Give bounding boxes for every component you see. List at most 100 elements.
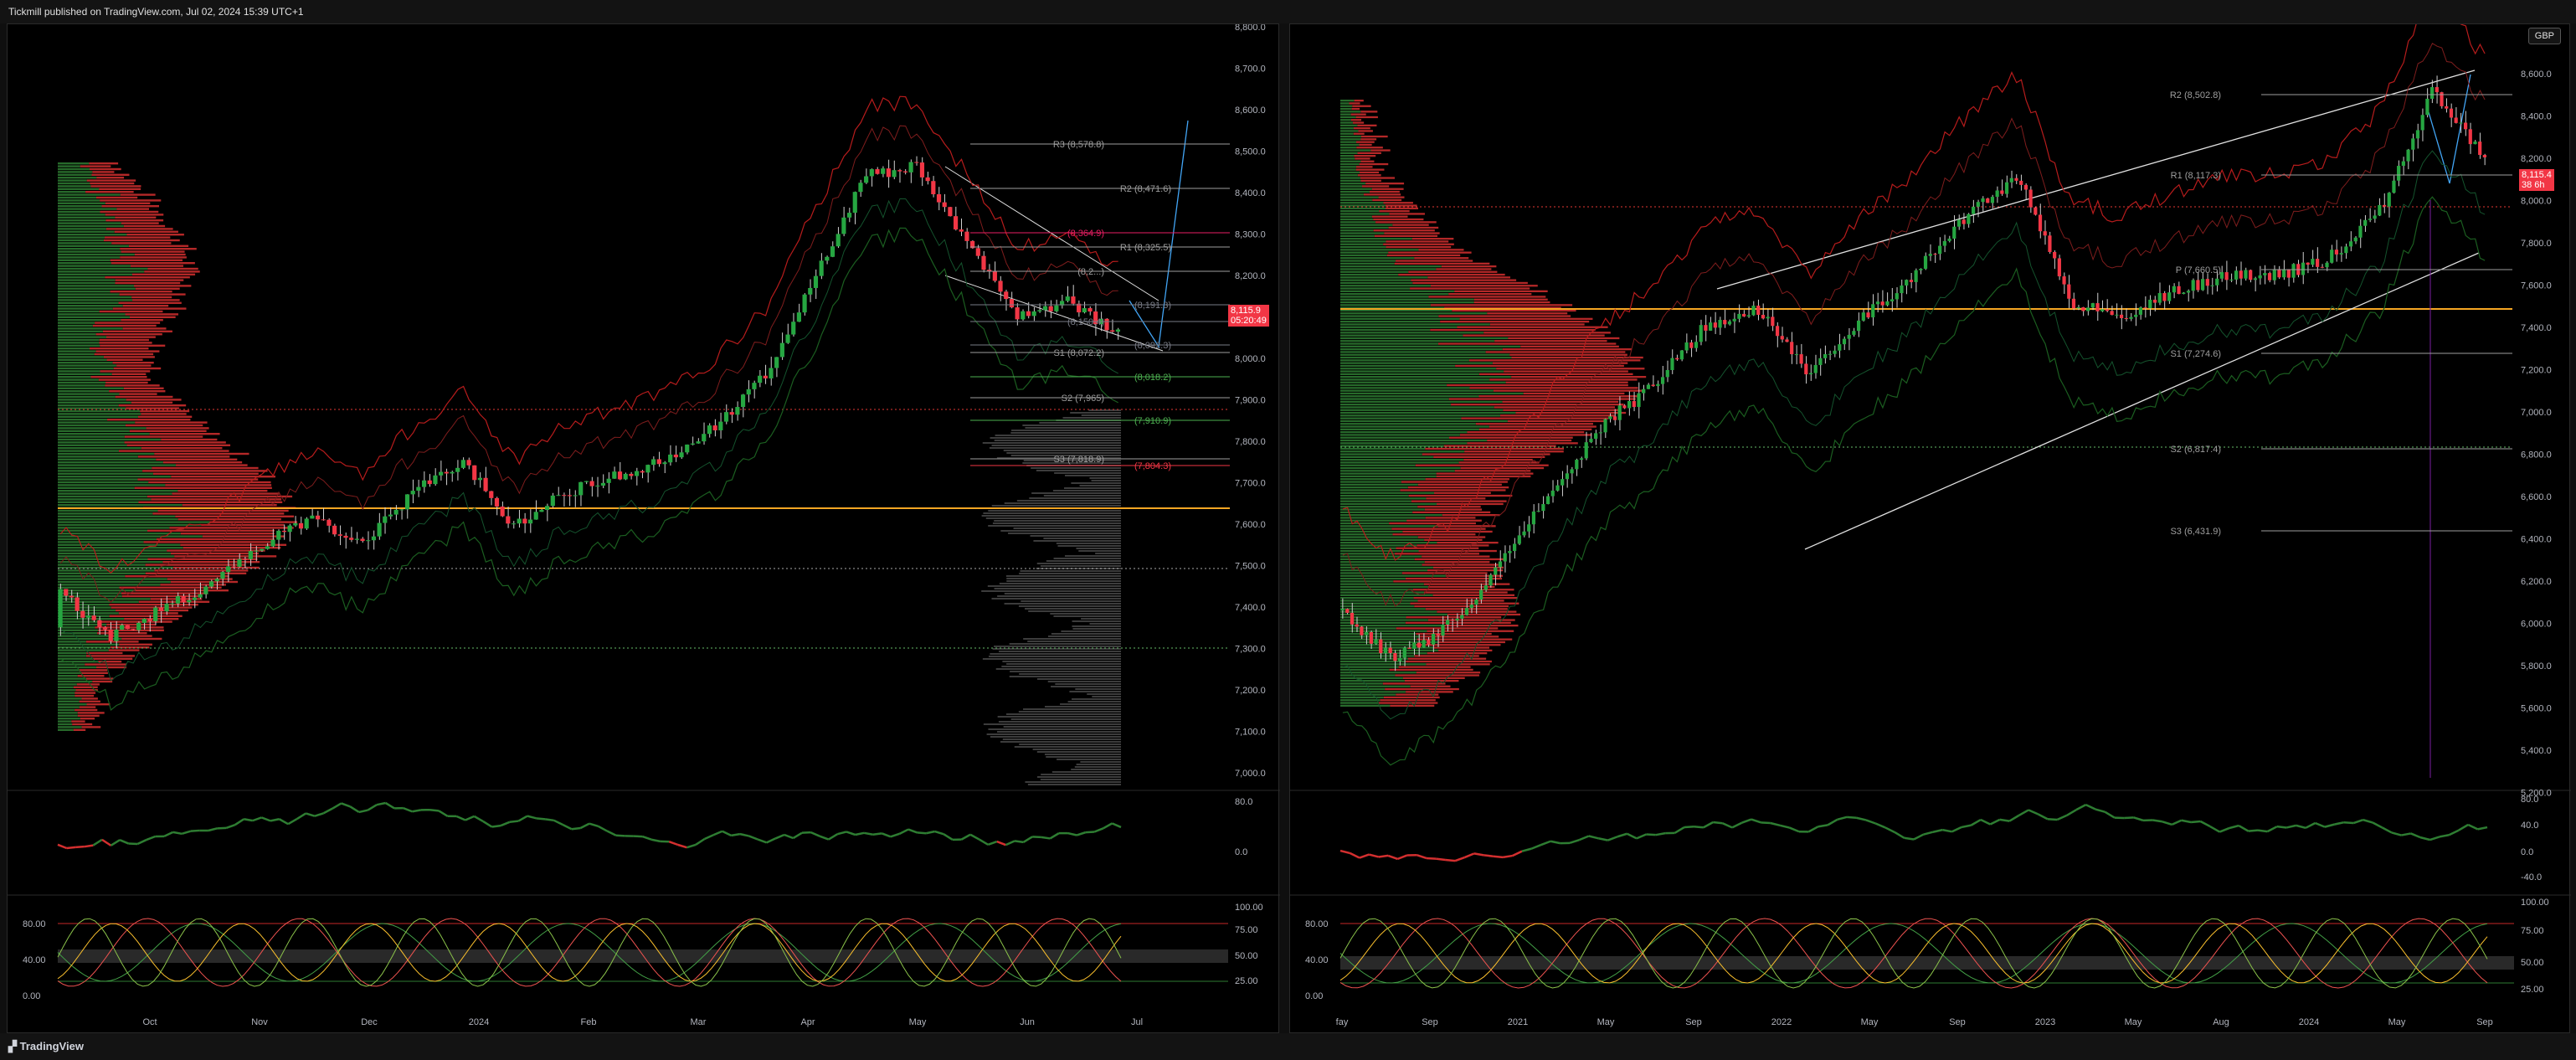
candle-body — [2392, 180, 2396, 193]
volume-bar-up — [58, 421, 136, 424]
candle-body — [383, 516, 388, 523]
pivot-levels: R2 (8,502.8)R1 (8,117.3)P (7,660.5)S1 (7… — [2170, 90, 2512, 537]
price-tick-label: 8,200.0 — [2521, 154, 2552, 164]
candle-body — [612, 471, 617, 479]
volume-bar-up — [1340, 464, 1416, 466]
candle-body — [2449, 108, 2454, 118]
volume-bar-down — [1392, 224, 1429, 226]
candle-body — [1761, 315, 1766, 319]
volume-bar-up — [58, 486, 135, 489]
volume-bar-up — [1340, 511, 1413, 513]
rsi-line-segment — [1339, 849, 1350, 855]
candle-body — [254, 550, 259, 552]
candle-body — [444, 471, 449, 474]
volume-bar-down — [1407, 486, 1509, 489]
pivot-label: (8,191.3) — [1134, 301, 1171, 311]
rsi-line-segment — [225, 823, 236, 830]
volume-profile-bar — [1023, 708, 1121, 710]
right-chart-panel[interactable]: R2 (8,502.8) R1 (8,117.3) P (7,660.5) S1 (7… — [1289, 23, 2571, 1034]
candle-body — [1723, 320, 1727, 325]
rsi-line-segment — [2429, 836, 2440, 841]
stoch-left-label: 0.00 — [1305, 991, 1323, 1001]
rsi-line-segment — [1483, 854, 1494, 857]
candle-body — [948, 207, 953, 217]
candle-body — [2095, 303, 2100, 311]
price-axis[interactable]: 8,800.08,700.08,600.08,500.08,400.08,300… — [1235, 24, 1266, 779]
volume-bar-up — [58, 435, 125, 438]
rsi-line-segment — [677, 843, 687, 849]
volume-bar-up — [1340, 260, 1396, 262]
candle-body — [533, 512, 538, 520]
volume-bar-up — [1340, 232, 1385, 234]
volume-profile-bar — [997, 595, 1121, 597]
left-chart-canvas[interactable]: R3 (8,578.8)R2 (8,471.6)(8,364.9)R1 (8,3… — [8, 24, 1280, 1034]
candle-body — [1914, 270, 1918, 282]
volume-bar-up — [58, 362, 113, 364]
volume-bar-down — [131, 265, 184, 267]
candle-body — [769, 368, 774, 378]
left-chart-panel[interactable]: R3 (8,578.8) R2 (8,471.6) (8,364.9) R1 (8,3… — [7, 23, 1280, 1034]
time-tick-label: Jun — [1020, 1017, 1035, 1027]
volume-bar-down — [119, 293, 186, 296]
volume-bar-down — [180, 543, 287, 546]
rsi-line-segment — [244, 818, 254, 822]
volume-bar-up — [1340, 608, 1426, 610]
time-axis[interactable]: Oct Nov Dec 2024 Feb Mar Apr May Jun Jul — [142, 1017, 1143, 1027]
tradingview-logo[interactable]: ▞ TradingView — [8, 1040, 84, 1053]
channel-upper-line — [1716, 69, 2476, 290]
volume-bar-up — [1340, 245, 1386, 249]
rsi-pane[interactable]: 80.040.00.0-40.0 — [1339, 795, 2542, 882]
currency-button[interactable]: GBP — [2527, 28, 2561, 44]
volume-bar-up — [1340, 270, 1409, 273]
rsi-line-segment — [234, 818, 244, 826]
volume-bar-down — [100, 344, 166, 347]
candle-body — [1110, 330, 1115, 332]
volume-bar-up — [1340, 190, 1370, 193]
volume-profile-bar — [988, 656, 1121, 657]
time-tick-label: Nov — [251, 1017, 268, 1027]
volume-bar-down — [1386, 240, 1449, 243]
tradingview-brand: TradingView — [19, 1040, 84, 1052]
volume-bar-up — [1340, 519, 1407, 522]
candle-body — [1503, 553, 1507, 562]
rsi-line-segment — [1103, 822, 1113, 830]
candle-body — [1077, 303, 1082, 313]
volume-bar-up — [58, 438, 162, 441]
stoch-mid-band — [1340, 956, 2514, 970]
volume-bar-up — [58, 188, 100, 190]
candle-body — [758, 375, 763, 383]
candle-body — [97, 620, 102, 628]
right-chart-canvas[interactable]: R2 (8,502.8)R1 (8,117.3)P (7,660.5)S1 (7… — [1290, 24, 2571, 1034]
rsi-line-segment — [1884, 826, 1895, 834]
volume-bar-up — [58, 651, 87, 655]
volume-bar-down — [118, 450, 229, 452]
volume-bar-up — [58, 618, 125, 620]
volume-bar-up — [1340, 630, 1427, 632]
volume-profile-bar — [1022, 462, 1121, 464]
volume-bar-up — [1340, 356, 1512, 359]
volume-bar-up — [1340, 152, 1358, 154]
rsi-pane[interactable]: 80.00.0 — [57, 797, 1252, 857]
volume-bar-up — [58, 336, 107, 338]
candle-body — [1374, 639, 1378, 644]
candle-body — [2253, 278, 2257, 280]
volume-bar-up — [1340, 323, 1490, 326]
volume-bar-up — [1340, 549, 1419, 553]
volume-bar-down — [89, 347, 149, 350]
rsi-line-segment — [2352, 818, 2363, 825]
rsi-line-segment — [1694, 825, 1704, 829]
price-axis[interactable]: 8,600.08,400.08,200.08,000.07,800.07,600… — [2521, 69, 2552, 799]
candle-body — [2143, 307, 2147, 309]
time-axis[interactable]: fay Sep 2021 May Sep 2022 May Sep 2023 May Aug 2024… — [1336, 1017, 2493, 1027]
volume-bar-up — [1340, 514, 1442, 517]
volume-bar-up — [58, 179, 87, 182]
volume-bar-up — [58, 529, 147, 532]
volume-bar-up — [1340, 395, 1479, 398]
price-tick-label: 7,500.0 — [1235, 562, 1266, 572]
candle-body — [2291, 264, 2296, 278]
candle-body — [58, 589, 63, 627]
volume-bar-down — [137, 415, 193, 418]
candle-body — [1469, 605, 1473, 609]
